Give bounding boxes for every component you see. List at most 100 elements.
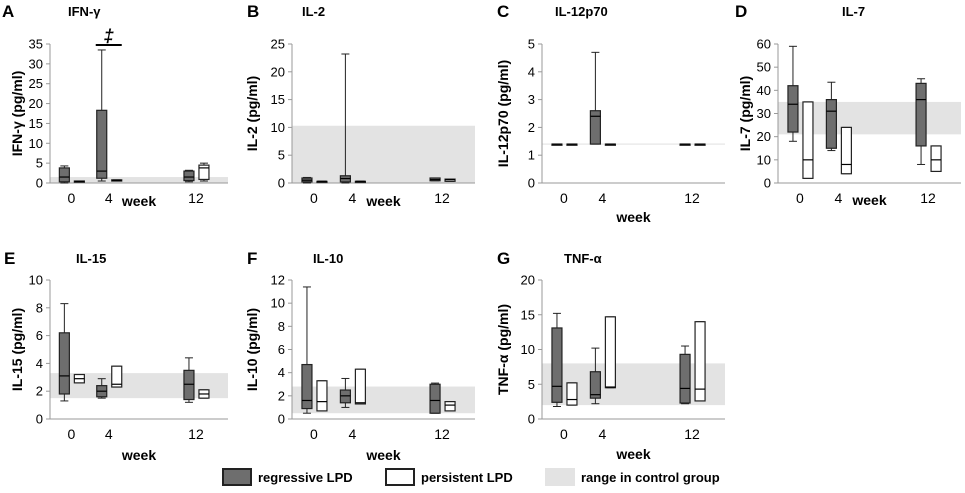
panel-letter: D: [735, 2, 747, 21]
box-iqr: [301, 363, 313, 410]
y-tick-label: 20: [271, 64, 285, 79]
x-axis-label: week: [121, 447, 156, 463]
box-regressive-week-12: [679, 143, 691, 146]
box-iqr: [679, 353, 691, 404]
x-tick-label: 4: [348, 190, 356, 206]
y-tick-label: 2: [278, 388, 285, 403]
x-tick-label: 12: [188, 190, 204, 206]
legend-control: range in control group: [545, 468, 720, 486]
box-iqr: [589, 110, 601, 145]
box-regressive-week-12: [183, 169, 195, 183]
y-tick-label: 8: [36, 300, 43, 315]
x-axis-label: week: [615, 446, 650, 462]
box-persistent-week-12: [444, 178, 456, 182]
y-tick-label: 8: [278, 319, 285, 334]
y-axis-label: IFN-γ (pg/ml): [9, 71, 25, 157]
box-regressive-week-4: [339, 53, 351, 184]
y-tick-label: 10: [521, 342, 535, 357]
box-persistent-week-12: [694, 321, 706, 402]
panel-title: IL-15: [76, 251, 106, 266]
box-persistent-week-12: [694, 143, 706, 146]
panel-d: 0 10 20 30 40 50 60 0 4 12 D IL-7 IL-7 (pg/ml) week: [735, 2, 961, 208]
box-regressive-week-0: [787, 45, 799, 142]
y-axis-label: IL-15 (pg/ml): [9, 308, 25, 391]
legend-persistent: persistent LPD: [385, 468, 513, 486]
legend: regressive LPD persistent LPD range in c…: [0, 468, 965, 493]
box-regressive-week-12: [679, 345, 691, 405]
box-persistent-week-4: [354, 368, 366, 405]
y-tick-label: 10: [271, 120, 285, 135]
box-regressive-week-4: [825, 81, 837, 152]
box-iqr: [604, 316, 616, 389]
y-axis-label: IL-10 (pg/ml): [244, 308, 260, 391]
box-iqr: [58, 167, 70, 183]
y-tick-label: 2: [36, 384, 43, 399]
x-tick-label: 4: [105, 190, 113, 206]
box-iqr: [58, 332, 70, 395]
control-range-band: [292, 125, 475, 183]
box-iqr: [589, 371, 601, 399]
box-regressive-week-4: [96, 49, 108, 182]
x-axis-label: week: [365, 193, 400, 209]
y-tick-label: 25: [271, 37, 285, 52]
x-tick-label: 12: [434, 426, 450, 442]
panel-letter: E: [4, 249, 15, 268]
box-persistent-week-0: [73, 373, 85, 384]
x-tick-label: 4: [834, 190, 842, 206]
box-regressive-week-4: [589, 347, 601, 405]
legend-persistent-swatch: [385, 468, 415, 486]
y-tick-label: 4: [36, 356, 43, 371]
panel-letter: C: [497, 2, 509, 21]
panel-title: IL-12p70: [555, 4, 608, 19]
y-tick-label: 15: [521, 307, 535, 322]
legend-persistent-label: persistent LPD: [421, 469, 513, 485]
box-iqr: [802, 101, 814, 179]
box-persistent-week-4: [840, 126, 852, 175]
box-persistent-week-0: [316, 380, 328, 412]
box-persistent-week-4: [111, 365, 123, 388]
box-iqr: [198, 164, 210, 181]
box-iqr: [354, 368, 366, 405]
box-iqr: [915, 82, 927, 147]
y-tick-label: 5: [36, 156, 43, 171]
x-tick-label: 0: [67, 190, 75, 206]
y-axis-label: TNF-α (pg/ml): [495, 304, 511, 395]
box-persistent-week-0: [316, 180, 328, 184]
y-tick-label: 0: [528, 412, 535, 427]
box-persistent-week-12: [198, 162, 210, 182]
box-persistent-week-12: [444, 401, 456, 412]
y-tick-label: 30: [29, 56, 43, 71]
y-tick-label: 5: [528, 37, 535, 52]
y-tick-label: 20: [521, 273, 535, 288]
y-tick-label: 10: [271, 296, 285, 311]
y-tick-label: 25: [29, 76, 43, 91]
x-tick-label: 0: [560, 426, 568, 442]
x-tick-label: 12: [188, 426, 204, 442]
y-tick-label: 20: [757, 129, 771, 144]
x-tick-label: 4: [105, 426, 113, 442]
y-tick-label: 10: [757, 152, 771, 167]
box-regressive-week-12: [183, 357, 195, 403]
y-tick-label: 5: [528, 377, 535, 392]
y-tick-label: 15: [29, 116, 43, 131]
box-persistent-week-4: [354, 180, 366, 184]
box-iqr: [930, 145, 942, 173]
box-iqr: [316, 380, 328, 412]
y-tick-label: 5: [278, 148, 285, 163]
panel-letter: F: [247, 249, 257, 268]
y-tick-label: 10: [29, 273, 43, 288]
y-tick-label: 2: [528, 120, 535, 135]
box-iqr: [694, 321, 706, 402]
panel-letter: B: [247, 2, 259, 21]
y-tick-label: 40: [757, 83, 771, 98]
panel-title: IL-7: [842, 4, 865, 19]
y-tick-label: 0: [36, 176, 43, 191]
x-tick-label: 0: [560, 190, 568, 206]
box-persistent-week-4: [111, 179, 123, 182]
y-tick-label: 1: [528, 148, 535, 163]
control-range-band: [542, 143, 725, 145]
y-tick-label: 6: [36, 328, 43, 343]
x-tick-label: 12: [434, 190, 450, 206]
box-regressive-week-4: [96, 378, 108, 399]
